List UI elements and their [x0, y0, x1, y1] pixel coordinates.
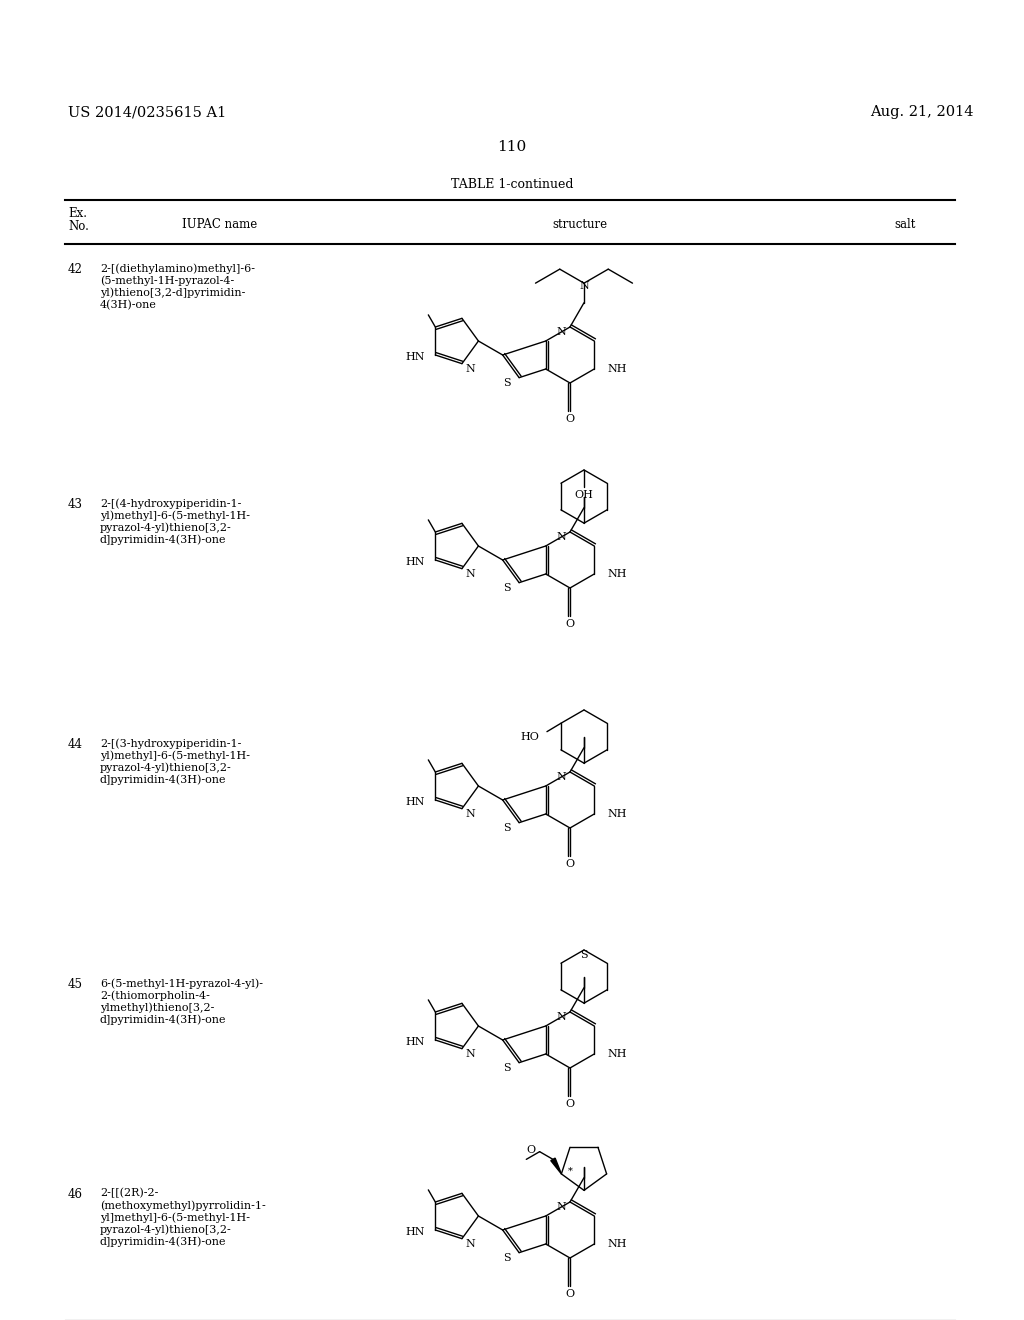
Text: N: N [556, 772, 566, 781]
Text: 2-[(diethylamino)methyl]-6-
(5-methyl-1H-pyrazol-4-
yl)thieno[3,2-d]pyrimidin-
4: 2-[(diethylamino)methyl]-6- (5-methyl-1H… [100, 263, 255, 310]
Text: 6-(5-methyl-1H-pyrazol-4-yl)-
2-(thiomorpholin-4-
ylmethyl)thieno[3,2-
d]pyrimid: 6-(5-methyl-1H-pyrazol-4-yl)- 2-(thiomor… [100, 978, 263, 1026]
Text: O: O [565, 1100, 574, 1109]
Text: NH: NH [607, 809, 627, 818]
Text: N: N [580, 281, 589, 292]
Text: O: O [565, 414, 574, 424]
Text: US 2014/0235615 A1: US 2014/0235615 A1 [68, 106, 226, 119]
Text: N: N [466, 809, 476, 818]
Text: NH: NH [607, 1049, 627, 1059]
Text: Ex.: Ex. [68, 207, 87, 220]
Text: HN: HN [406, 797, 425, 807]
Text: TABLE 1-continued: TABLE 1-continued [451, 178, 573, 191]
Text: O: O [526, 1144, 536, 1155]
Text: N: N [556, 532, 566, 543]
Text: NH: NH [607, 569, 627, 579]
Text: N: N [466, 569, 476, 578]
Text: NH: NH [607, 1239, 627, 1249]
Text: 44: 44 [68, 738, 83, 751]
Text: NH: NH [607, 364, 627, 374]
Text: HO: HO [520, 731, 539, 742]
Text: *: * [567, 1167, 572, 1175]
Text: O: O [565, 1290, 574, 1299]
Text: 2-[(4-hydroxypiperidin-1-
yl)methyl]-6-(5-methyl-1H-
pyrazol-4-yl)thieno[3,2-
d]: 2-[(4-hydroxypiperidin-1- yl)methyl]-6-(… [100, 498, 250, 545]
Text: N: N [466, 363, 476, 374]
Text: 2-[(3-hydroxypiperidin-1-
yl)methyl]-6-(5-methyl-1H-
pyrazol-4-yl)thieno[3,2-
d]: 2-[(3-hydroxypiperidin-1- yl)methyl]-6-(… [100, 738, 250, 785]
Text: HN: HN [406, 1228, 425, 1237]
Text: HN: HN [406, 557, 425, 568]
Text: S: S [504, 1253, 511, 1263]
Text: N: N [556, 327, 566, 337]
Text: N: N [556, 1012, 566, 1022]
Text: O: O [565, 859, 574, 869]
Text: 42: 42 [68, 263, 83, 276]
Text: structure: structure [552, 218, 607, 231]
Polygon shape [551, 1158, 561, 1173]
Text: HN: HN [406, 352, 425, 362]
Text: 2-[[(2R)-2-
(methoxymethyl)pyrrolidin-1-
yl]methyl]-6-(5-methyl-1H-
pyrazol-4-yl: 2-[[(2R)-2- (methoxymethyl)pyrrolidin-1-… [100, 1188, 266, 1247]
Text: OH: OH [574, 490, 594, 500]
Text: S: S [504, 1063, 511, 1073]
Text: S: S [504, 582, 511, 593]
Text: HN: HN [406, 1038, 425, 1047]
Text: salt: salt [894, 218, 915, 231]
Text: 46: 46 [68, 1188, 83, 1201]
Text: No.: No. [68, 220, 89, 234]
Text: 110: 110 [498, 140, 526, 154]
Text: IUPAC name: IUPAC name [182, 218, 258, 231]
Text: N: N [556, 1203, 566, 1212]
Text: 45: 45 [68, 978, 83, 991]
Text: 43: 43 [68, 498, 83, 511]
Text: N: N [466, 1048, 476, 1059]
Text: N: N [466, 1238, 476, 1249]
Text: Aug. 21, 2014: Aug. 21, 2014 [870, 106, 974, 119]
Text: S: S [504, 378, 511, 388]
Text: O: O [565, 619, 574, 630]
Text: S: S [504, 822, 511, 833]
Text: S: S [581, 950, 588, 960]
